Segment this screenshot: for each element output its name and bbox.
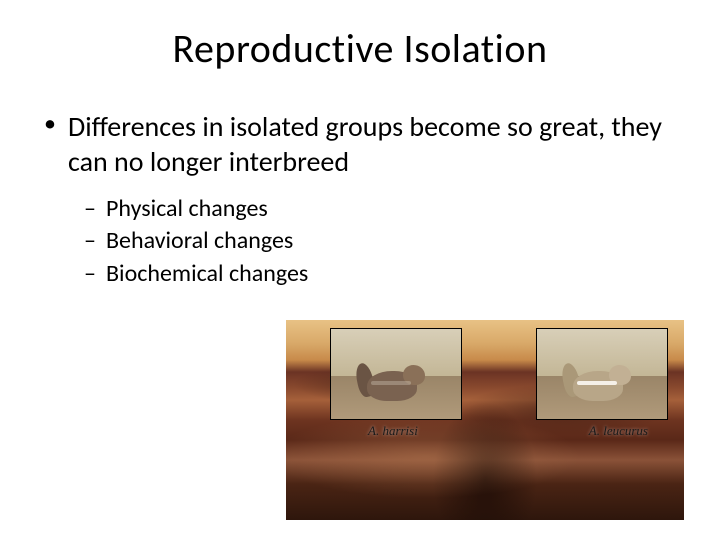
- inset-photo-leucurus: [536, 328, 668, 420]
- slide-title: Reproductive Isolation: [36, 24, 684, 73]
- sub-bullet-list: Physical changes Behavioral changes Bioc…: [84, 193, 684, 290]
- figure-canyon-squirrels: A. harrisi A. leucurus: [286, 320, 684, 520]
- sub-bullet-physical: Physical changes: [84, 193, 684, 225]
- squirrel-leucurus-icon: [565, 349, 639, 405]
- label-harrisi: A. harrisi: [368, 423, 418, 439]
- squirrel-harrisi-icon: [359, 349, 433, 405]
- inset-photo-harrisi: [330, 328, 462, 420]
- sub-bullet-behavioral: Behavioral changes: [84, 225, 684, 257]
- slide-container: Reproductive Isolation Differences in is…: [0, 0, 720, 540]
- main-bullet: Differences in isolated groups become so…: [44, 109, 684, 179]
- sub-bullet-biochemical: Biochemical changes: [84, 258, 684, 290]
- label-leucurus: A. leucurus: [589, 423, 648, 439]
